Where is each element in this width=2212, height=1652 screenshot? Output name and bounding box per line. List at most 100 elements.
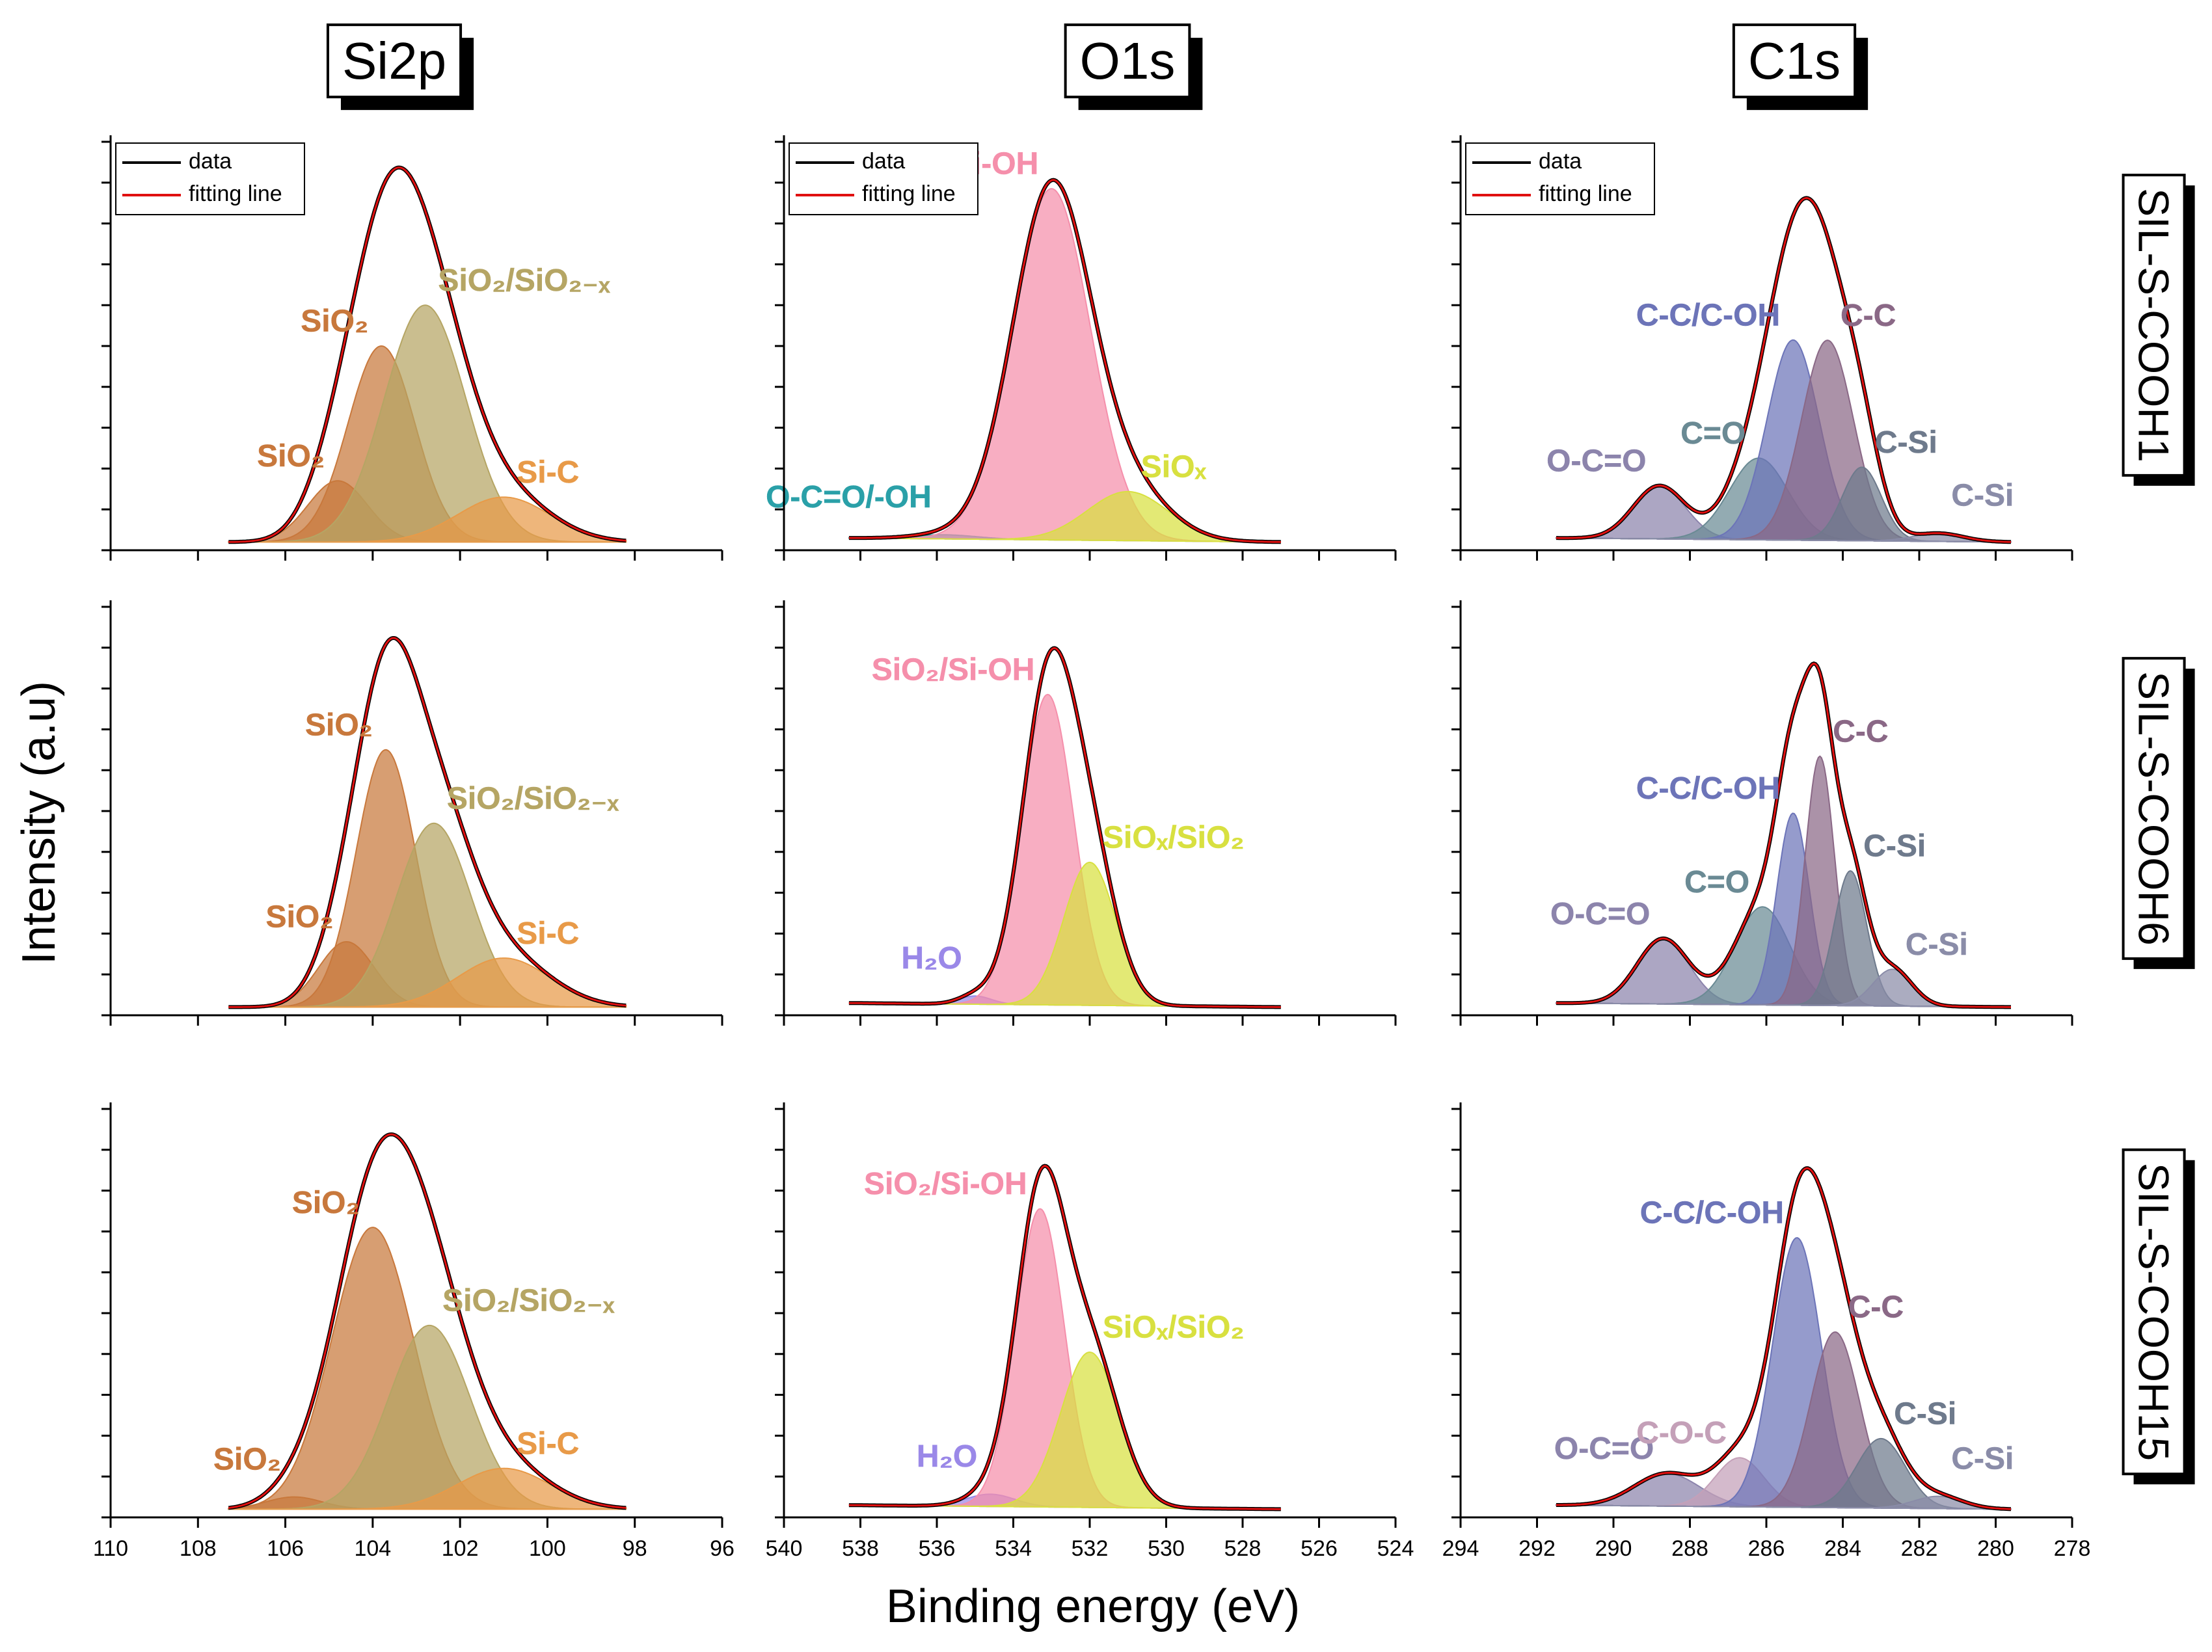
component-label: SiOₓ/SiO₂ xyxy=(1103,1311,1245,1345)
y-axis-label: Intensity (a.u) xyxy=(13,681,65,965)
legend-label: fitting line xyxy=(189,181,282,206)
panel-title: Si2p xyxy=(342,32,446,90)
x-tick-label: 106 xyxy=(267,1536,304,1561)
peak-component xyxy=(228,957,627,1008)
x-tick-label: 280 xyxy=(1977,1536,2014,1561)
x-tick-label: 96 xyxy=(710,1536,735,1561)
fitting-line xyxy=(1556,662,2011,1008)
component-label: C-Si xyxy=(1951,1441,2014,1476)
x-tick-label: 536 xyxy=(919,1536,956,1561)
peak-component xyxy=(228,1467,627,1510)
component-label: SiO₂/Si-OH xyxy=(872,652,1035,687)
peak-component xyxy=(848,1351,1281,1510)
peak-component xyxy=(848,861,1281,1008)
component-label: SiO₂/SiO₂₋ₓ xyxy=(438,263,610,298)
component-label: C-Si xyxy=(1951,479,2014,513)
x-tick-label: 534 xyxy=(995,1536,1032,1561)
x-tick-label: 286 xyxy=(1748,1536,1785,1561)
component-label: SiO₂/Si-OH xyxy=(864,1167,1027,1201)
peak-component xyxy=(1556,532,2012,543)
sample-label: SIL-S-COOH1 xyxy=(2130,188,2178,462)
sample-box xyxy=(2122,657,2186,960)
panel-title: O1s xyxy=(1080,32,1176,90)
fitting-line xyxy=(848,646,1281,1008)
sample-label: SIL-S-COOH15 xyxy=(2130,1163,2178,1461)
x-tick-label: 278 xyxy=(2054,1536,2091,1561)
x-tick-label: 104 xyxy=(354,1536,391,1561)
component-label: C-C xyxy=(1841,299,1896,333)
x-tick-label: 288 xyxy=(1671,1536,1708,1561)
component-label: C-Si xyxy=(1906,927,1968,962)
x-tick-label: 292 xyxy=(1518,1536,1556,1561)
legend-label: data xyxy=(189,149,232,174)
component-label: O-C=O xyxy=(1546,444,1646,479)
sample-box xyxy=(2122,174,2186,477)
legend-box xyxy=(789,142,978,215)
component-label: H₂O xyxy=(901,941,962,976)
legend-label: data xyxy=(1539,149,1582,174)
x-tick-label: 530 xyxy=(1148,1536,1185,1561)
fitting-line xyxy=(848,1165,1281,1510)
legend-label: fitting line xyxy=(1539,181,1632,206)
component-label: C-C xyxy=(1833,714,1888,749)
component-label: O-C=O xyxy=(1550,897,1650,931)
x-tick-label: 290 xyxy=(1595,1536,1632,1561)
fitting-line xyxy=(228,1133,627,1509)
component-label: Si-C xyxy=(517,1426,579,1461)
component-label: O-C=O xyxy=(1554,1432,1654,1466)
peak-component xyxy=(1556,968,2011,1008)
component-label: C-C xyxy=(1848,1290,1904,1325)
fitting-line xyxy=(1556,1167,2011,1510)
fitting-line xyxy=(228,637,627,1008)
component-label: C-Si xyxy=(1875,425,1937,460)
title-box xyxy=(326,23,463,99)
component-label: C-C/C-OH xyxy=(1640,1196,1784,1231)
x-tick-label: 528 xyxy=(1224,1536,1261,1561)
component-label: C-C/C-OH xyxy=(1636,298,1780,332)
x-tick-label: 282 xyxy=(1901,1536,1938,1561)
component-label: C-C/C-OH xyxy=(1636,771,1780,806)
x-tick-label: 284 xyxy=(1824,1536,1861,1561)
legend-box xyxy=(1465,142,1655,215)
component-label: H₂O xyxy=(917,1439,977,1474)
component-label: Si-C xyxy=(517,916,579,951)
peak-component xyxy=(228,496,627,543)
title-box xyxy=(1732,23,1857,99)
x-tick-label: 98 xyxy=(623,1536,647,1561)
panel-title: C1s xyxy=(1748,32,1841,90)
component-label: C-Si xyxy=(1863,829,1926,864)
component-label: SiO₂ xyxy=(292,1186,360,1220)
x-tick-label: 110 xyxy=(93,1536,128,1561)
component-label: O-C=O/-OH xyxy=(766,480,932,514)
component-label: C=O xyxy=(1680,416,1746,451)
component-label: C=O xyxy=(1684,865,1749,899)
x-tick-label: 532 xyxy=(1072,1536,1109,1561)
x-tick-label: 524 xyxy=(1377,1536,1414,1561)
component-label: SiO₂ xyxy=(305,708,373,742)
fitting-line xyxy=(848,179,1281,543)
component-label: SiO₂ xyxy=(257,439,325,473)
x-tick-label: 294 xyxy=(1442,1536,1479,1561)
sample-box xyxy=(2122,1148,2186,1476)
component-label: Si-C xyxy=(517,455,579,490)
component-label: SiO₂/SiO₂₋ₓ xyxy=(442,1284,615,1318)
component-label: SiOₓ/SiO₂ xyxy=(1103,821,1245,855)
x-axis-label: Binding energy (eV) xyxy=(886,1580,1300,1632)
legend-label: fitting line xyxy=(862,181,956,206)
fitting-line xyxy=(228,167,627,543)
component-label: SiO₂ xyxy=(266,900,334,935)
component-label: C-Si xyxy=(1894,1397,1956,1432)
title-box xyxy=(1064,23,1191,99)
component-label: SiO₂/SiO₂₋ₓ xyxy=(447,782,619,816)
x-tick-label: 100 xyxy=(529,1536,566,1561)
component-label: SiO₂ xyxy=(301,304,368,339)
legend-label: data xyxy=(862,149,905,174)
component-label: SiO₂ xyxy=(213,1442,281,1476)
legend-box xyxy=(115,142,305,215)
fitting-line xyxy=(1556,196,2012,543)
x-tick-label: 526 xyxy=(1301,1536,1338,1561)
component-label: SiOₓ xyxy=(1141,450,1207,485)
x-tick-label: 538 xyxy=(842,1536,879,1561)
x-tick-label: 102 xyxy=(442,1536,479,1561)
